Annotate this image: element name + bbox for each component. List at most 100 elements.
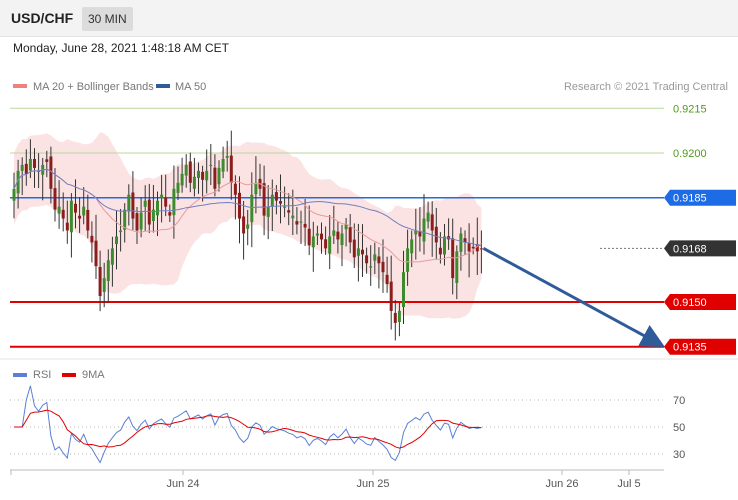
candle-body — [160, 194, 164, 199]
ma50-legend-swatch — [156, 84, 170, 88]
candle-body — [53, 188, 57, 210]
rsi-9ma-line — [14, 409, 482, 449]
candle-body — [238, 192, 241, 219]
candle-body — [262, 183, 266, 216]
candle-body — [209, 164, 213, 166]
level-label-3: 0.9168 — [673, 243, 707, 255]
candle-body — [24, 163, 28, 174]
candle-body — [82, 206, 86, 216]
candle-body — [430, 214, 434, 231]
candle-body — [320, 233, 323, 240]
level-tag-5 — [664, 338, 736, 355]
candle-body — [463, 238, 467, 243]
candle-body — [455, 251, 459, 284]
candle-body — [393, 312, 397, 323]
candle-body — [369, 266, 373, 268]
candle-body — [221, 158, 225, 172]
candle-body — [139, 212, 143, 230]
candle-body — [127, 194, 131, 212]
level-tag-2 — [664, 189, 736, 206]
candle-body — [311, 236, 315, 248]
candle-body — [78, 215, 82, 219]
candle-body — [119, 230, 123, 233]
candle-body — [184, 164, 188, 176]
candle-body — [459, 233, 463, 252]
candle-body — [168, 212, 172, 216]
candle-body — [422, 218, 426, 242]
candle-body — [254, 182, 258, 195]
candle-body — [33, 158, 36, 168]
ma9-legend-swatch — [62, 373, 76, 377]
candle-body — [406, 248, 410, 272]
candle-body — [381, 261, 385, 273]
candle-body — [410, 239, 414, 254]
candle-body — [402, 272, 405, 308]
candle-body — [287, 210, 291, 213]
x-tick-label: Jun 24 — [166, 478, 199, 490]
candle-body — [49, 156, 53, 189]
chart-datetime: Monday, June 28, 2021 1:48:18 AM CET — [13, 41, 229, 55]
projection-arrow — [482, 247, 665, 347]
level-label-0: 0.9215 — [673, 103, 707, 115]
candle-body — [143, 200, 147, 207]
candle-body — [131, 192, 135, 219]
candle-body — [172, 188, 176, 216]
candle-body — [151, 209, 155, 222]
ma20-legend-label: MA 20 + Bollinger Bands — [33, 81, 154, 93]
candle-body — [348, 227, 352, 243]
candle-body — [475, 244, 479, 252]
x-tick-label: Jun 25 — [356, 478, 389, 490]
candle-body — [250, 194, 254, 223]
candle-body — [164, 197, 168, 207]
rsi-tick-30: 30 — [673, 449, 685, 461]
candle-body — [229, 155, 233, 183]
candle-body — [65, 222, 69, 231]
rsi-line — [14, 385, 482, 464]
candle-body — [385, 274, 389, 285]
candle-body — [61, 209, 65, 219]
candle-body — [443, 236, 446, 255]
candle-body — [90, 235, 94, 243]
level-tag-3 — [664, 240, 736, 257]
candle-body — [98, 266, 102, 297]
level-label-2: 0.9185 — [673, 193, 707, 205]
candle-body — [176, 182, 180, 193]
candle-body — [115, 236, 118, 245]
candle-body — [315, 233, 319, 236]
candle-body — [377, 256, 381, 264]
ma50-legend-label: MA 50 — [175, 81, 206, 93]
candle-body — [361, 249, 364, 255]
candle-body — [110, 248, 114, 265]
candle-body — [16, 170, 20, 194]
candle-body — [414, 230, 418, 235]
candle-body — [12, 188, 16, 201]
candle-body — [205, 170, 209, 181]
candle-body — [479, 248, 483, 250]
symbol-label: USD/CHF — [11, 10, 74, 26]
rsi-tick-50: 50 — [673, 422, 685, 434]
candle-body — [365, 255, 369, 264]
candle-body — [123, 209, 127, 230]
ma50-line — [13, 168, 482, 247]
candle-body — [74, 203, 77, 213]
candle-body — [434, 226, 438, 243]
candle-body — [94, 240, 98, 267]
rsi-legend-label: RSI — [33, 369, 51, 381]
candle-body — [344, 224, 348, 230]
candle-body — [397, 310, 401, 323]
ma20-legend-swatch — [13, 84, 27, 88]
candle-body — [274, 192, 278, 201]
x-tick-label: Jun 26 — [545, 478, 578, 490]
timeframe-button[interactable]: 30 MIN — [82, 7, 133, 31]
level-label-5: 0.9135 — [673, 342, 707, 354]
level-label-4: 0.9150 — [673, 297, 707, 309]
candle-body — [86, 209, 90, 231]
level-tag-4 — [664, 294, 736, 310]
candle-body — [102, 278, 106, 293]
candle-body — [291, 215, 295, 219]
candle-body — [426, 212, 430, 222]
x-tick-label: Jul 5 — [617, 478, 640, 490]
level-label-1: 0.9200 — [673, 148, 707, 160]
candle-body — [373, 254, 377, 261]
candle-body — [197, 170, 200, 178]
